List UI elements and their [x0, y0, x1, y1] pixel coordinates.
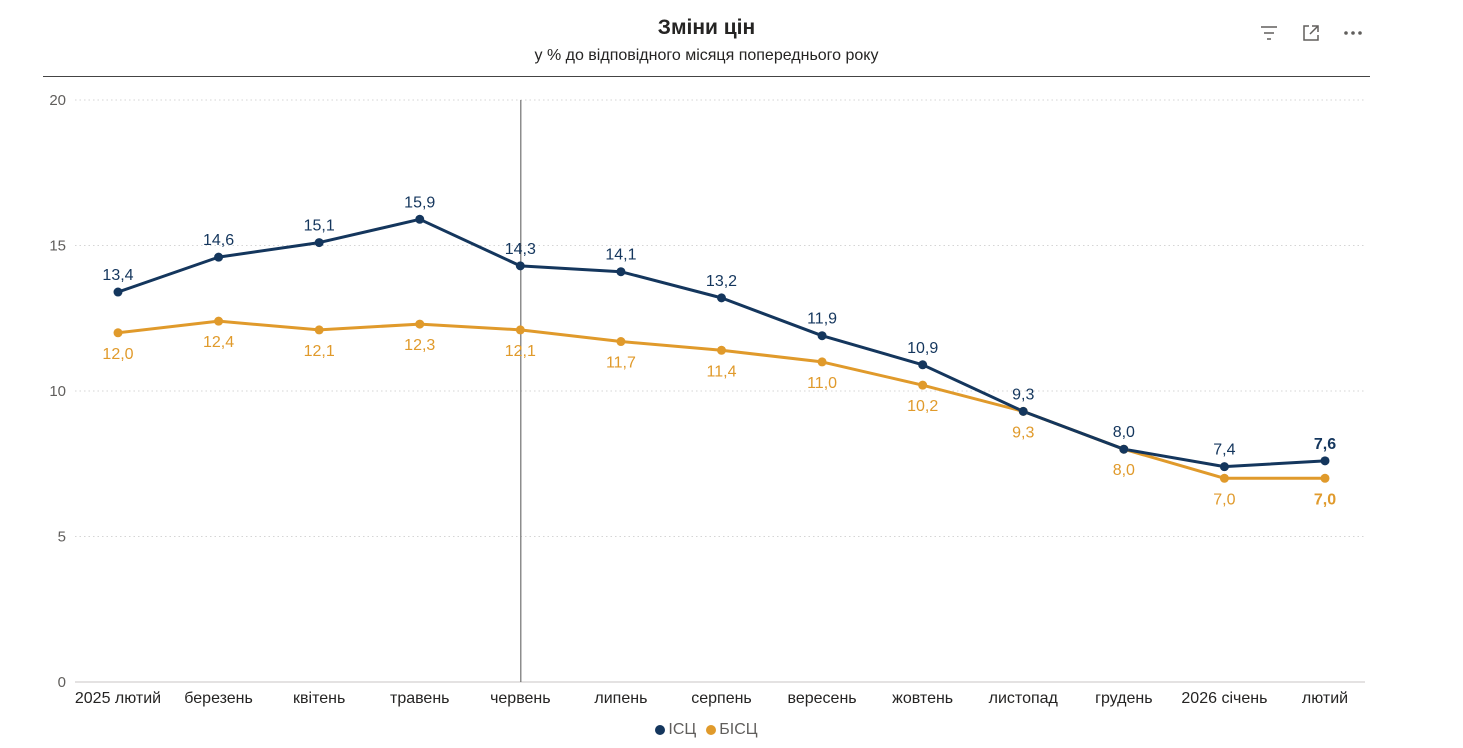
y-tick-label: 15: [49, 238, 66, 255]
y-tick-label: 20: [49, 92, 66, 109]
more-options-button[interactable]: [1339, 20, 1367, 46]
data-label-series-1: 8,0: [1113, 424, 1135, 441]
x-tick-label: 2025 лютий: [75, 690, 161, 707]
data-label-series-2: 12,1: [505, 343, 536, 360]
x-tick-label: вересень: [788, 690, 857, 707]
y-tick-label: 10: [49, 383, 66, 400]
data-point-series-1: [817, 331, 827, 341]
data-label-series-2: 12,0: [102, 346, 133, 363]
focus-mode-icon: [1303, 25, 1319, 41]
data-point-series-1: [415, 214, 425, 224]
data-label-series-1: 9,3: [1012, 386, 1034, 403]
legend-label-series-1: ІСЦ: [668, 721, 697, 738]
data-point-series-2: [918, 380, 928, 390]
chart-title: Зміни цін: [657, 16, 756, 39]
filter-button[interactable]: [1255, 20, 1283, 46]
data-label-series-1: 14,1: [605, 247, 636, 264]
data-point-series-1: [314, 238, 324, 248]
data-label-series-1: 15,9: [404, 194, 435, 211]
legend-marker-series-2: [706, 725, 717, 735]
data-label-series-1: 10,9: [907, 340, 938, 357]
data-label-series-2: 11,7: [606, 355, 636, 372]
data-label-series-1: 13,4: [102, 267, 133, 284]
data-label-series-2: 8,0: [1113, 462, 1135, 479]
data-label-series-1: 7,6: [1314, 436, 1336, 453]
data-point-series-2: [717, 345, 726, 355]
data-point-series-2: [1320, 473, 1330, 483]
data-point-series-1: [717, 293, 726, 303]
data-label-series-2: 12,3: [404, 337, 435, 354]
data-label-series-2: 12,4: [203, 334, 234, 351]
x-tick-label: листопад: [989, 690, 1059, 707]
data-point-series-2: [817, 357, 827, 367]
data-label-series-1: 14,6: [203, 232, 234, 249]
data-label-series-1: 15,1: [304, 218, 335, 235]
data-label-series-2: 9,3: [1012, 424, 1034, 441]
legend-label-series-2: БІСЦ: [719, 721, 758, 738]
y-tick-label: 0: [58, 674, 66, 691]
data-point-series-2: [415, 319, 425, 329]
data-label-series-2: 11,0: [807, 375, 837, 392]
more-options-icon: [1344, 31, 1362, 35]
data-label-series-1: 14,3: [505, 241, 536, 258]
x-tick-label: червень: [490, 690, 551, 707]
data-point-series-2: [113, 328, 123, 338]
data-label-series-2: 7,0: [1213, 491, 1235, 508]
x-tick-label: квітень: [293, 690, 345, 707]
legend-item-series-1[interactable]: ІСЦ: [655, 721, 696, 739]
x-tick-label: березень: [184, 690, 253, 707]
x-tick-label: серпень: [691, 690, 752, 707]
data-point-series-1: [515, 261, 525, 271]
x-tick-label: жовтень: [892, 690, 953, 707]
data-point-series-2: [214, 316, 224, 326]
data-label-series-1: 11,9: [807, 311, 837, 328]
filter-icon: [1261, 26, 1277, 40]
data-label-series-1: 13,2: [706, 273, 737, 290]
data-label-series-2: 7,0: [1314, 491, 1336, 508]
data-point-series-2: [314, 325, 324, 335]
x-tick-label: травень: [390, 690, 450, 707]
x-tick-label: грудень: [1095, 690, 1152, 707]
data-point-series-2: [616, 337, 626, 347]
data-point-series-1: [1018, 406, 1028, 416]
focus-mode-button[interactable]: [1297, 20, 1325, 46]
y-tick-label: 5: [58, 529, 66, 546]
legend-item-series-2[interactable]: БІСЦ: [706, 721, 758, 739]
data-label-series-2: 11,4: [707, 363, 737, 380]
line-chart: 0 5 10 15 20 2025 лютий березень квітень травень…: [49, 92, 1365, 707]
chart-header: Зміни цін у % до відповідного місяця поп…: [0, 0, 1413, 80]
data-label-series-1: 7,4: [1213, 442, 1235, 459]
chart-legend: ІСЦ БІСЦ: [0, 721, 1413, 739]
x-tick-label: 2026 січень: [1181, 690, 1267, 707]
data-point-series-2: [1219, 473, 1229, 483]
data-point-series-1: [616, 267, 626, 277]
legend-marker-series-1: [655, 725, 666, 735]
x-tick-label: липень: [594, 690, 647, 707]
data-point-series-1: [113, 287, 123, 297]
chart-subtitle: у % до відповідного місяця попереднього …: [534, 47, 879, 64]
series-line-2: [116, 319, 1327, 480]
visual-toolbar: [1255, 20, 1367, 46]
data-point-series-2: [515, 325, 525, 335]
data-point-series-1: [918, 360, 928, 370]
header-divider: [43, 76, 1370, 77]
data-point-series-1: [1320, 456, 1330, 466]
series-line-1: [116, 217, 1327, 469]
data-point-series-1: [1119, 444, 1129, 454]
data-label-series-2: 10,2: [907, 398, 938, 415]
data-label-series-2: 12,1: [304, 343, 335, 360]
data-point-series-1: [214, 252, 224, 262]
data-point-series-1: [1219, 462, 1229, 472]
x-tick-label: лютий: [1302, 690, 1348, 707]
